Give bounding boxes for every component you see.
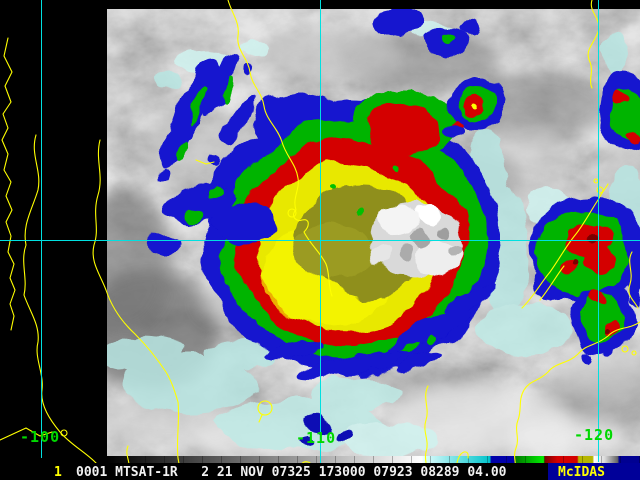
enhancement-colorbar — [107, 456, 640, 464]
coastline-path — [92, 139, 181, 473]
island-outline — [596, 186, 604, 194]
status-bar: 1 0001 MTSAT-1R 2 21 NOV 07325 173000 07… — [0, 463, 640, 480]
coastline-path — [258, 414, 263, 423]
coastline-path — [587, 0, 600, 89]
grid-label-110: -110 — [296, 429, 336, 447]
colorbar-steps — [107, 456, 640, 464]
mcidas-brand-label: McIDAS — [558, 465, 605, 480]
grid-label-100: -100 — [20, 428, 60, 446]
coastline-path — [539, 265, 565, 301]
brand-background — [548, 463, 640, 480]
island-outline — [60, 429, 68, 437]
cyclone — [204, 88, 500, 376]
grid-labels: -100 -110 -120 — [20, 426, 614, 447]
coastline-path — [455, 451, 469, 469]
frame-number: 1 — [54, 465, 62, 480]
grid-label-120: -120 — [574, 426, 614, 444]
coastline-path — [0, 427, 53, 441]
island-outline — [287, 208, 297, 218]
island-outline — [257, 400, 273, 416]
coastline-path — [521, 183, 609, 309]
latlon-grid — [0, 0, 640, 464]
convective-cells — [150, 9, 640, 447]
coastline-path — [227, 0, 333, 297]
coastline-path — [424, 385, 429, 473]
status-text: 0001 MTSAT-1R 2 21 NOV 07325 173000 0792… — [76, 465, 507, 480]
coastline-path — [195, 159, 215, 165]
coastline-path — [513, 321, 640, 473]
coastline-path — [23, 134, 107, 474]
satellite-image[interactable] — [80, 8, 640, 460]
cyclone-cold-core — [332, 164, 462, 276]
island-outline — [631, 350, 637, 356]
island-outline — [621, 345, 629, 353]
coastline-path — [628, 251, 639, 309]
coastline-path — [1, 37, 16, 331]
cyan-cloud-patches — [107, 20, 640, 456]
